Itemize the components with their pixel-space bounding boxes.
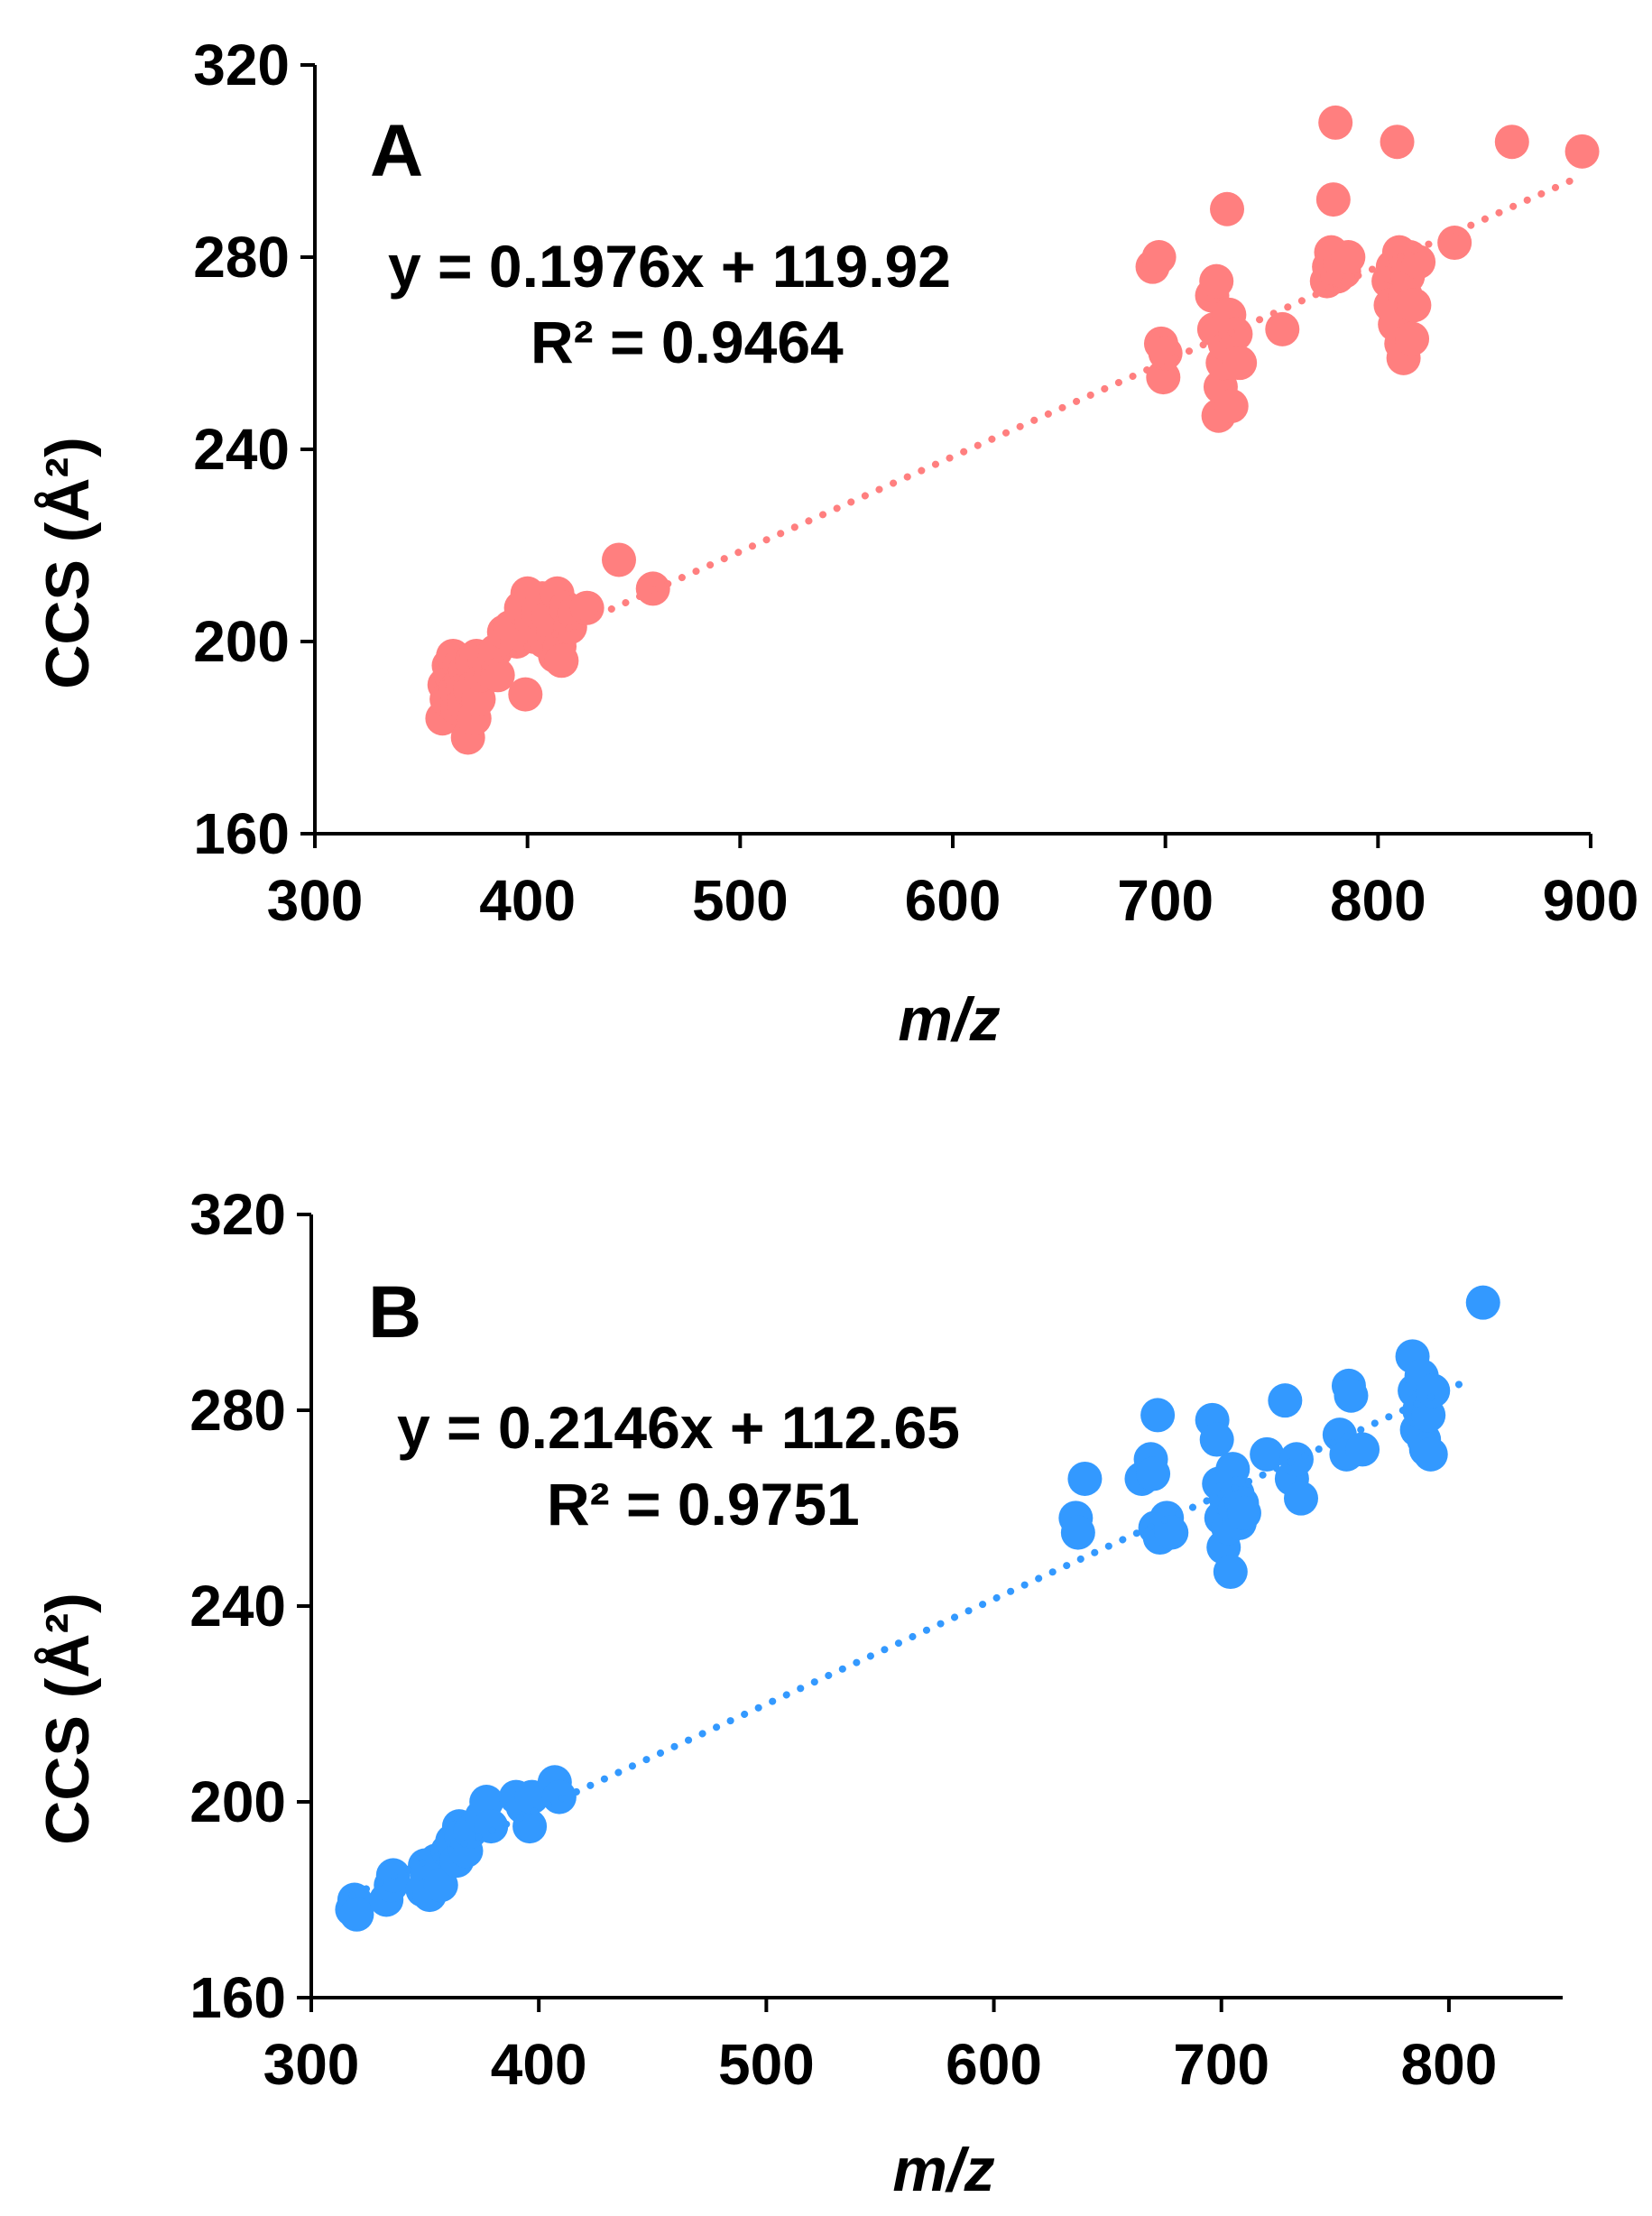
y-tick-label: 240 <box>189 1574 286 1639</box>
data-point <box>1395 321 1430 356</box>
data-point <box>1218 317 1253 352</box>
data-point <box>1199 1422 1234 1457</box>
x-tick-label: 700 <box>1173 2032 1269 2097</box>
panel-a-axes <box>313 65 1591 836</box>
panel-b-x-axis-title: m/z <box>892 2136 994 2204</box>
panel-b-trendline <box>348 1377 1472 1899</box>
data-point <box>1067 1461 1103 1496</box>
y-tick-label: 240 <box>193 417 290 482</box>
data-point <box>1140 1398 1176 1433</box>
x-tick-label: 600 <box>905 868 1001 933</box>
data-point <box>1437 226 1472 261</box>
data-point <box>1380 125 1415 160</box>
x-tick-label: 900 <box>1543 868 1639 933</box>
y-tick-label: 320 <box>189 1182 286 1247</box>
data-point <box>1401 245 1436 280</box>
x-tick-label: 300 <box>263 2032 360 2097</box>
data-point <box>1278 1442 1314 1477</box>
y-tick-label: 320 <box>193 32 290 97</box>
panel-b-chart: 160 200 240 280 320 300 400 500 600 700 800 B y = … <box>33 1182 1563 2204</box>
panel-a-r2: R² = 0.9464 <box>531 309 844 375</box>
data-point <box>1334 1378 1369 1413</box>
y-tick-label: 280 <box>189 1378 286 1443</box>
data-point <box>1136 1456 1171 1491</box>
y-tick-label: 200 <box>189 1769 286 1834</box>
data-point <box>1268 1383 1303 1418</box>
y-tick-label: 200 <box>193 609 290 674</box>
data-point <box>508 677 543 712</box>
data-point <box>423 1868 458 1903</box>
panel-b-axes <box>309 1214 1563 1999</box>
x-tick-label: 500 <box>692 868 789 933</box>
panel-b-letter: B <box>368 1271 421 1353</box>
data-point <box>1213 1555 1248 1590</box>
data-point <box>474 1809 509 1844</box>
y-tick-label: 160 <box>189 1965 286 2030</box>
data-point <box>1465 1285 1500 1320</box>
panel-a-equation: y = 0.1976x + 119.92 <box>388 233 951 300</box>
data-point <box>1141 240 1177 274</box>
data-point <box>480 658 515 693</box>
panel-a-ticks: 160 200 240 280 320 300 400 500 600 700 800 900 <box>193 32 1638 933</box>
data-point <box>1226 1495 1261 1530</box>
data-point <box>1214 389 1249 424</box>
x-tick-label: 400 <box>479 868 576 933</box>
data-point <box>1265 311 1300 346</box>
panel-a-chart: 160 200 240 280 320 300 400 500 600 700 800 900 A y… <box>33 32 1638 1054</box>
data-point <box>1154 1515 1189 1550</box>
data-point <box>1416 1373 1451 1408</box>
x-tick-label: 800 <box>1401 2032 1498 2097</box>
data-point <box>1345 1432 1380 1467</box>
panel-a-points <box>425 105 1600 755</box>
data-point <box>1315 182 1351 217</box>
data-point <box>1148 336 1183 371</box>
data-point <box>1250 1436 1285 1472</box>
panel-b-y-axis-title: CCS (Å²) <box>33 1593 102 1845</box>
x-tick-label: 300 <box>267 868 364 933</box>
panel-a-x-axis-title: m/z <box>898 985 1000 1054</box>
x-tick-label: 700 <box>1117 868 1214 933</box>
y-tick-label: 160 <box>193 801 290 866</box>
data-point <box>1331 240 1366 274</box>
x-tick-label: 600 <box>946 2032 1042 2097</box>
trendline <box>348 1377 1472 1899</box>
data-point <box>1210 191 1245 226</box>
data-point <box>1223 346 1258 381</box>
data-point <box>1199 263 1234 299</box>
data-point <box>544 643 579 679</box>
data-point <box>512 1809 548 1844</box>
panel-b-ticks: 160 200 240 280 320 300 400 500 600 700 800 <box>189 1182 1497 2097</box>
data-point <box>1283 1481 1318 1516</box>
data-point <box>1318 105 1353 140</box>
panel-b-points <box>335 1285 1500 1932</box>
data-point <box>1564 134 1600 169</box>
panel-a-letter: A <box>370 110 423 192</box>
data-point <box>1494 125 1529 160</box>
data-point <box>569 590 605 625</box>
data-point <box>1060 1515 1095 1550</box>
y-tick-label: 280 <box>193 225 290 290</box>
data-point <box>1397 288 1432 323</box>
data-point <box>1413 1436 1448 1472</box>
panel-a-y-axis-title: CCS (Å²) <box>33 437 102 689</box>
data-point <box>602 542 637 577</box>
panel-b-equation: y = 0.2146x + 112.65 <box>397 1394 960 1461</box>
data-point <box>339 1897 374 1932</box>
x-tick-label: 800 <box>1330 868 1426 933</box>
x-tick-label: 500 <box>718 2032 815 2097</box>
x-tick-label: 400 <box>491 2032 587 2097</box>
panel-b-r2: R² = 0.9751 <box>547 1471 860 1537</box>
